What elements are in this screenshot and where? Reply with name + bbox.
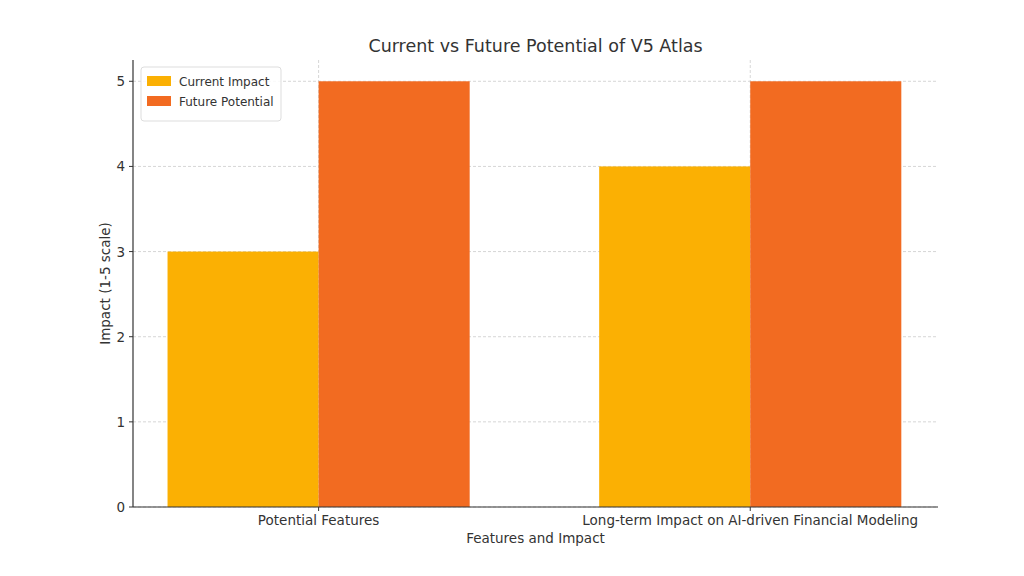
chart-svg: Current vs Future Potential of V5 Atlas 0… bbox=[0, 0, 1024, 576]
bars bbox=[168, 81, 902, 507]
x-tick bbox=[318, 507, 319, 511]
bar bbox=[750, 81, 901, 507]
x-axis-line bbox=[133, 506, 938, 507]
legend-label: Current Impact bbox=[179, 75, 270, 89]
legend: Current Impact Future Potential bbox=[141, 67, 281, 121]
x-axis-label: Features and Impact bbox=[466, 530, 605, 546]
y-tick bbox=[129, 81, 133, 82]
legend-label: Future Potential bbox=[179, 95, 274, 109]
chart-container: Current vs Future Potential of V5 Atlas 0… bbox=[0, 0, 1024, 576]
y-tick bbox=[129, 507, 133, 508]
y-tick-label: 2 bbox=[116, 329, 125, 345]
y-grid-line bbox=[133, 507, 938, 508]
x-tick-label: Potential Features bbox=[258, 512, 379, 528]
y-tick-label: 4 bbox=[116, 158, 125, 174]
y-tick bbox=[129, 251, 133, 252]
legend-swatch bbox=[147, 96, 171, 106]
bar bbox=[599, 166, 750, 507]
y-tick bbox=[129, 421, 133, 422]
y-tick-label: 3 bbox=[116, 244, 125, 260]
bar bbox=[168, 252, 319, 507]
chart-title: Current vs Future Potential of V5 Atlas bbox=[368, 36, 702, 56]
y-tick-label: 0 bbox=[116, 499, 125, 515]
legend-box bbox=[141, 67, 281, 121]
y-axis-label: Impact (1-5 scale) bbox=[97, 222, 113, 345]
y-axis-line bbox=[132, 60, 133, 507]
y-tick-label: 1 bbox=[116, 414, 125, 430]
y-tick-label: 5 bbox=[116, 73, 125, 89]
y-tick bbox=[129, 336, 133, 337]
bar bbox=[319, 81, 470, 507]
y-tick bbox=[129, 166, 133, 167]
grid bbox=[133, 60, 938, 507]
legend-swatch bbox=[147, 76, 171, 86]
x-tick bbox=[750, 507, 751, 511]
x-tick-label: Long-term Impact on AI-driven Financial … bbox=[582, 512, 918, 528]
